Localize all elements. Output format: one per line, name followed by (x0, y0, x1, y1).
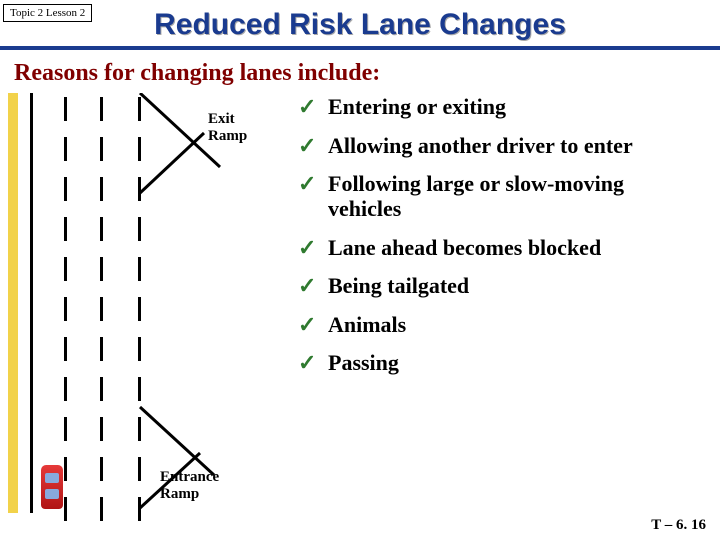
lane-dash (138, 137, 141, 161)
reason-text: Animals (328, 313, 406, 338)
reason-item: ✓Following large or slow-moving vehicles (298, 172, 702, 221)
slide-footer: T – 6. 16 (651, 517, 706, 534)
lane-dash (100, 217, 103, 241)
lane-dash (138, 497, 141, 521)
checkmark-icon: ✓ (298, 313, 320, 338)
lane-dash (100, 457, 103, 481)
lane-dash (138, 177, 141, 201)
lane-dash (64, 257, 67, 281)
checkmark-icon: ✓ (298, 274, 320, 299)
lane-dash (138, 97, 141, 121)
lane-dash (138, 377, 141, 401)
reason-text: Passing (328, 351, 399, 376)
lane-dash (64, 217, 67, 241)
checkmark-icon: ✓ (298, 172, 320, 221)
reasons-list: ✓ Entering or exiting ✓ Allowing another dr… (298, 93, 720, 523)
reason-item: ✓ Lane ahead becomes blocked (298, 236, 702, 261)
checkmark-icon: ✓ (298, 236, 320, 261)
lane-dash (100, 257, 103, 281)
reason-text: Being tailgated (328, 274, 469, 299)
lane-dash (64, 417, 67, 441)
topic-tag: Topic 2 Lesson 2 (3, 4, 92, 22)
exit-ramp-label: Exit Ramp (208, 111, 247, 146)
reason-text: Entering or exiting (328, 95, 506, 120)
checkmark-icon: ✓ (298, 95, 320, 120)
reason-item: ✓ Passing (298, 351, 702, 376)
lane-dash (64, 377, 67, 401)
lane-dash (100, 497, 103, 521)
lane-dash (100, 337, 103, 361)
reason-text: Allowing another driver to enter (328, 134, 633, 159)
slide-subtitle: Reasons for changing lanes include: (14, 60, 720, 87)
checkmark-icon: ✓ (298, 351, 320, 376)
lane-dash (64, 457, 67, 481)
reason-text: Lane ahead becomes blocked (328, 236, 601, 261)
slide-header: Topic 2 Lesson 2 Reduced Risk Lane Chang… (0, 0, 720, 50)
lane-dash (138, 457, 141, 481)
car-icon (39, 465, 65, 515)
lane-dash (138, 297, 141, 321)
lane-dash (100, 137, 103, 161)
lane-dash (138, 257, 141, 281)
road-diagram: Exit Ramp Entrance Ramp (8, 93, 298, 523)
reason-item: ✓ Allowing another driver to enter (298, 134, 702, 159)
reason-item: ✓ Animals (298, 313, 702, 338)
lane-dash (138, 217, 141, 241)
ramp-lines (8, 93, 298, 523)
lane-dash (100, 417, 103, 441)
lane-dash (138, 417, 141, 441)
lane-dash (64, 177, 67, 201)
slide-title: Reduced Risk Lane Changes (0, 0, 720, 42)
lane-dash (64, 297, 67, 321)
lane-dash (138, 337, 141, 361)
content-area: Exit Ramp Entrance Ramp ✓ Entering or exi… (0, 93, 720, 523)
checkmark-icon: ✓ (298, 134, 320, 159)
reason-text: Following large or slow-moving vehicles (328, 172, 702, 221)
lane-dash (64, 497, 67, 521)
reason-item: ✓ Entering or exiting (298, 95, 702, 120)
lane-dash (100, 177, 103, 201)
lane-dash (100, 377, 103, 401)
entrance-ramp-label: Entrance Ramp (160, 469, 219, 504)
lane-dash (100, 297, 103, 321)
reason-item: ✓ Being tailgated (298, 274, 702, 299)
lane-dash (64, 337, 67, 361)
lane-dash (100, 97, 103, 121)
lane-dash (64, 97, 67, 121)
lane-dash (64, 137, 67, 161)
